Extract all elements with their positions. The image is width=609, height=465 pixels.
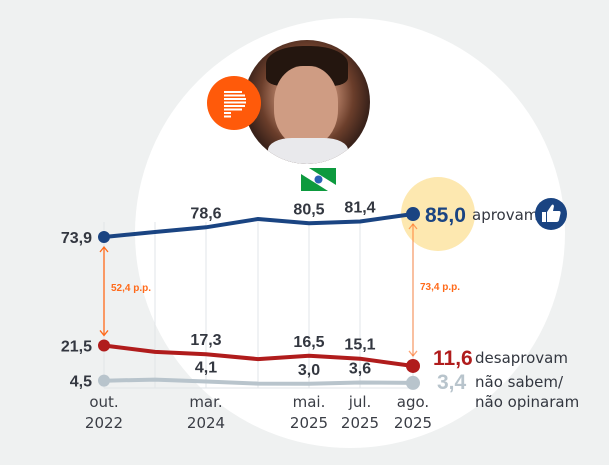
legend-disapprove-value: 11,6 <box>433 347 473 370</box>
portrait-collar <box>268 138 348 164</box>
x-tick-label-year: 2025 <box>341 414 379 432</box>
x-tick-label-year: 2022 <box>85 414 123 432</box>
x-tick-label-month: ago. <box>397 393 429 411</box>
data-label: 17,3 <box>190 332 221 349</box>
end-point <box>406 375 420 390</box>
start-point <box>98 374 110 387</box>
end-point <box>406 207 420 222</box>
x-tick-label-month: out. <box>89 393 118 411</box>
data-label: 3,0 <box>298 362 320 379</box>
x-tick-label-month: mar. <box>189 393 222 411</box>
gap-arrow-up <box>99 245 109 253</box>
x-tick-label-year: 2024 <box>187 414 225 432</box>
series-points <box>98 207 420 390</box>
series-line-2 <box>102 377 415 386</box>
gap-label: 52,4 p.p. <box>111 283 151 294</box>
data-labels: 73,9 78,6 80,5 81,4 21,5 17,3 16,5 15,1 4,5 4,1 3,… <box>61 199 376 390</box>
poder-p-logo-icon <box>207 76 261 130</box>
legend-disapprove-label: desaprovam <box>475 349 568 367</box>
x-tick-label-month: mai. <box>293 393 326 411</box>
final-approve-highlight <box>401 177 475 251</box>
x-tick-label-year: 2025 <box>394 414 432 432</box>
gap-arrow-down <box>408 350 418 358</box>
data-label: 16,5 <box>293 334 324 351</box>
start-point <box>98 339 110 352</box>
gap-label: 73,4 p.p. <box>420 282 460 293</box>
series-line-0 <box>102 212 415 239</box>
data-label: 21,5 <box>61 338 92 355</box>
portrait-face <box>274 66 338 146</box>
end-legend: 85,0 aprovam 11,6 desaprovam 3,4 não sabem/nã… <box>425 204 579 411</box>
legend-dontknow-label-2: não opinaram <box>475 393 579 411</box>
legend-dontknow-label-1: não sabem/ <box>475 373 564 391</box>
data-label: 4,5 <box>70 374 92 391</box>
thumbs-up-icon <box>535 198 567 230</box>
data-label: 73,9 <box>61 230 92 247</box>
governor-portrait <box>244 40 370 164</box>
gap-arrow-down <box>99 330 109 337</box>
gap-arrow-up <box>408 222 418 230</box>
legend-dontknow-value: 3,4 <box>437 371 467 394</box>
data-label: 81,4 <box>344 199 375 216</box>
data-label: 78,6 <box>190 205 221 222</box>
end-point <box>406 358 420 373</box>
data-label: 3,6 <box>349 361 371 378</box>
x-tick-labels: out. 2022 mar. 2024 mai. 2025 jul. 2025 ago. 2025 <box>85 393 432 432</box>
legend-approve-label: aprovam <box>472 206 538 224</box>
parana-flag-icon <box>301 168 336 191</box>
legend-approve-value: 85,0 <box>425 204 466 227</box>
data-label: 4,1 <box>195 359 217 376</box>
start-point <box>98 231 110 243</box>
x-tick-label-month: jul. <box>348 393 372 411</box>
data-label: 15,1 <box>344 337 375 354</box>
series-line-1 <box>102 343 415 368</box>
series-lines <box>102 212 415 386</box>
data-label: 80,5 <box>293 201 324 218</box>
gap-annotations: 52,4 p.p. 73,4 p.p. <box>99 222 460 358</box>
x-tick-label-year: 2025 <box>290 414 328 432</box>
